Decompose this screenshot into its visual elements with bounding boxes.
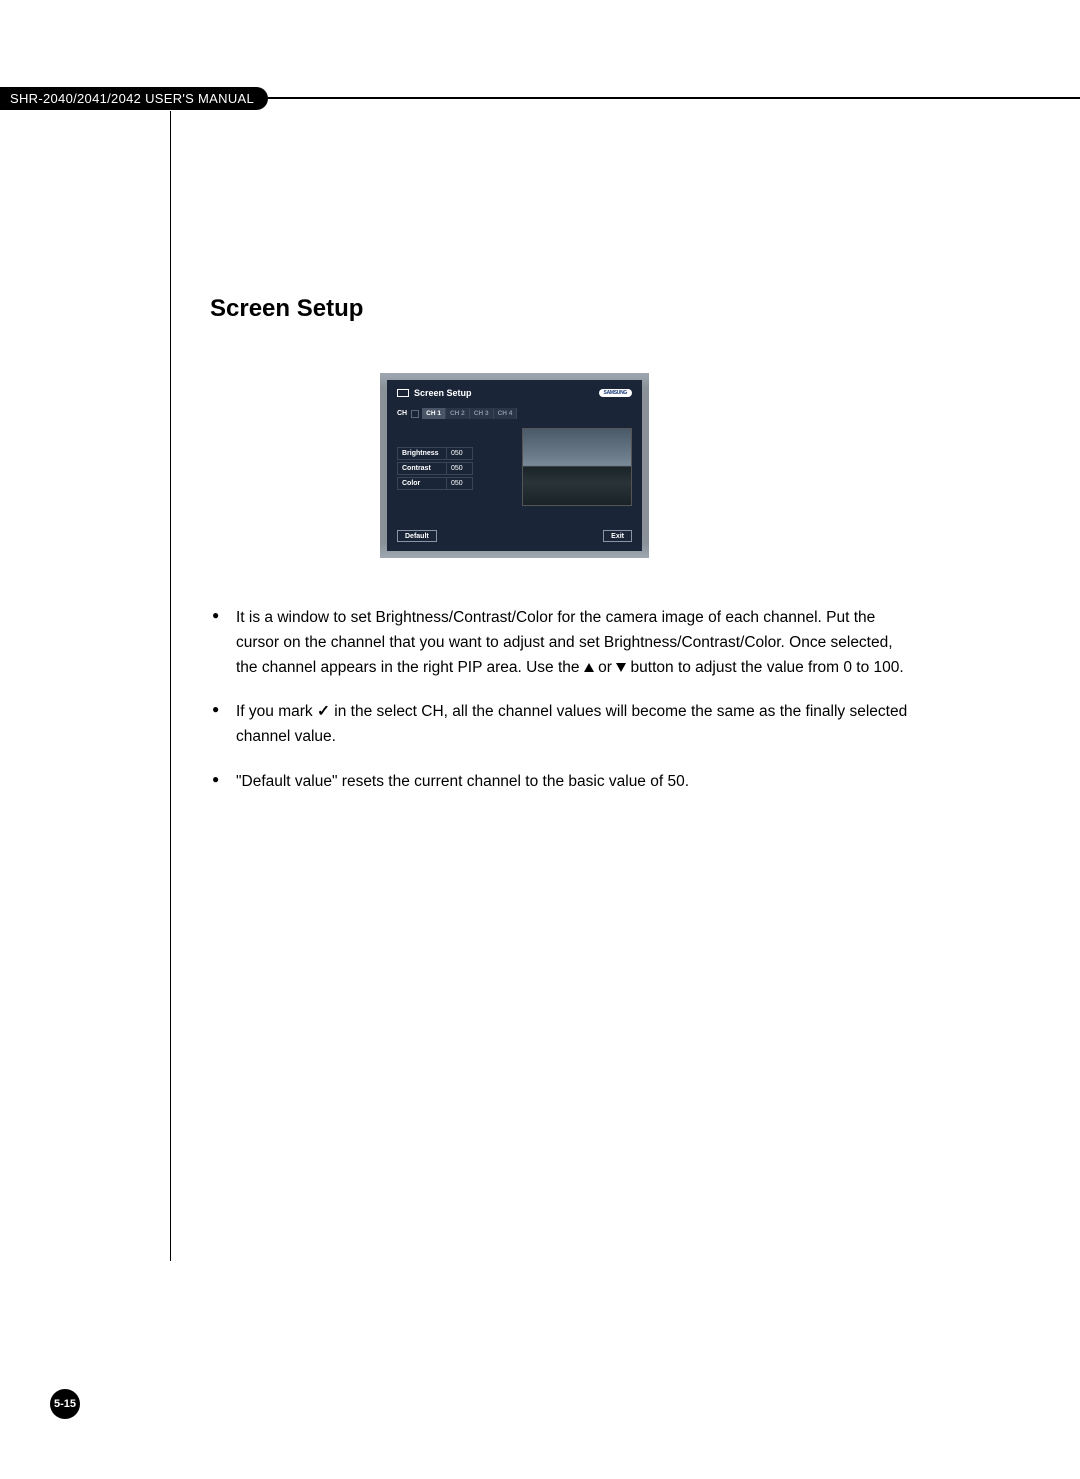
bullet-3: "Default value" resets the current chann…	[210, 770, 910, 795]
bullet-1-or: or	[594, 659, 616, 676]
manual-title-tab: SHR-2040/2041/2042 USER'S MANUAL	[0, 87, 268, 110]
contrast-label: Contrast	[397, 462, 447, 475]
check-icon: ✓	[317, 703, 330, 720]
bullet-list: It is a window to set Brightness/Contras…	[210, 606, 910, 795]
bullet-2-text-b: in the select CH, all the channel values…	[236, 703, 907, 745]
ch-tab-4[interactable]: CH 4	[494, 408, 518, 419]
bullet-1-text-b: button to adjust the value from 0 to 100…	[626, 659, 903, 676]
contrast-value[interactable]: 050	[447, 462, 473, 475]
preview-pip	[522, 428, 632, 506]
color-value[interactable]: 050	[447, 477, 473, 490]
page-number: 5-15	[50, 1389, 80, 1419]
screenshot-title-row: Screen Setup SAMSUNG	[397, 388, 632, 398]
ch-tab-2[interactable]: CH 2	[446, 408, 470, 419]
screenshot-panel: Screen Setup SAMSUNG CH CH 1 CH 2 CH 3 C…	[387, 380, 642, 551]
arrow-down-icon	[616, 663, 626, 672]
bullet-3-text: "Default value" resets the current chann…	[236, 773, 689, 790]
screenshot-title-text: Screen Setup	[414, 388, 472, 398]
button-row: Default Exit	[397, 530, 632, 542]
section-title: Screen Setup	[210, 295, 910, 323]
samsung-logo: SAMSUNG	[599, 389, 632, 397]
bullet-2-text-a: If you mark	[236, 703, 317, 720]
bullet-1: It is a window to set Brightness/Contras…	[210, 606, 910, 680]
ch-checkbox[interactable]	[411, 410, 419, 418]
default-button[interactable]: Default	[397, 530, 437, 542]
screenshot-title: Screen Setup	[397, 388, 472, 398]
screen-setup-screenshot: Screen Setup SAMSUNG CH CH 1 CH 2 CH 3 C…	[380, 373, 649, 558]
brightness-value[interactable]: 050	[447, 447, 473, 460]
monitor-icon	[397, 389, 409, 397]
ch-tab-1[interactable]: CH 1	[422, 408, 446, 419]
ch-tab-3[interactable]: CH 3	[470, 408, 494, 419]
header-rule	[268, 97, 1080, 99]
exit-button[interactable]: Exit	[603, 530, 632, 542]
arrow-up-icon	[584, 663, 594, 672]
content-area: Screen Setup Screen Setup SAMSUNG CH CH …	[210, 295, 910, 815]
vertical-divider	[170, 111, 171, 1261]
color-label: Color	[397, 477, 447, 490]
bullet-2: If you mark ✓ in the select CH, all the …	[210, 700, 910, 750]
header-bar: SHR-2040/2041/2042 USER'S MANUAL	[0, 85, 1080, 111]
channel-row: CH CH 1 CH 2 CH 3 CH 4	[397, 408, 632, 419]
brightness-label: Brightness	[397, 447, 447, 460]
ch-label: CH	[397, 410, 407, 417]
